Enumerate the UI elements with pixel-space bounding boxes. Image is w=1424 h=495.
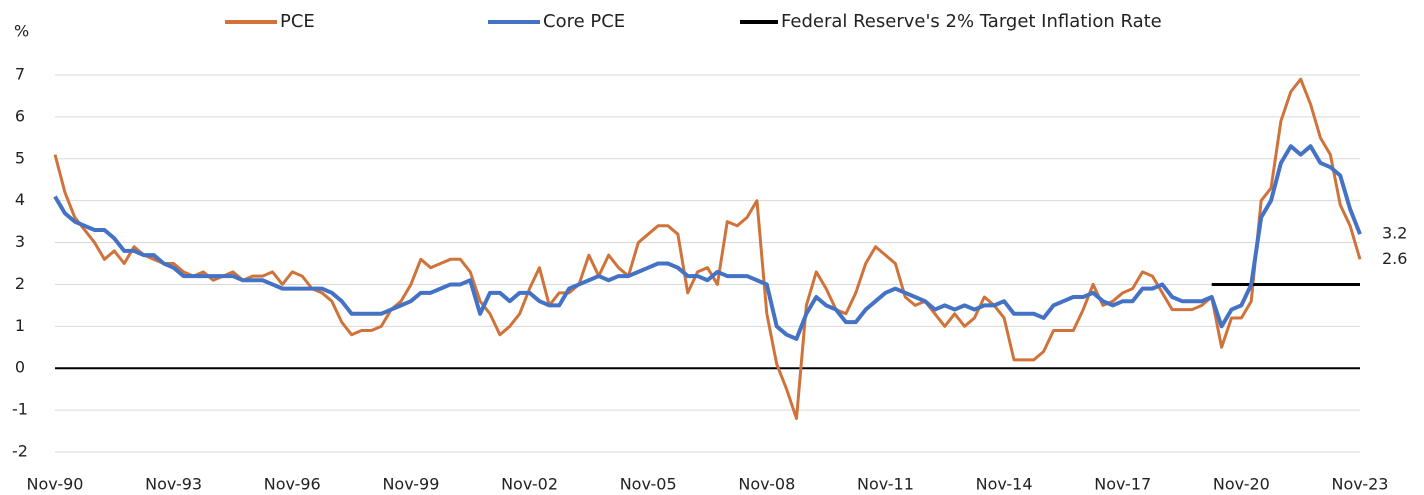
x-tick-label: Nov-14 — [976, 475, 1033, 494]
y-tick-label: 7 — [15, 65, 25, 84]
y-tick-label: -1 — [12, 400, 28, 419]
end-label: 2.6 — [1382, 249, 1407, 268]
series-line — [53, 77, 1362, 420]
x-tick-label: Nov-02 — [501, 475, 558, 494]
x-tick-label: Nov-05 — [620, 475, 677, 494]
x-tick-label: Nov-08 — [738, 475, 795, 494]
series-line — [53, 144, 1362, 341]
y-tick-label: 1 — [15, 316, 25, 335]
legend-label: PCE — [280, 11, 315, 32]
y-tick-label: 3 — [15, 232, 25, 251]
y-tick-label: 4 — [15, 190, 25, 209]
x-tick-label: Nov-93 — [145, 475, 202, 494]
x-tick-label: Nov-90 — [27, 475, 84, 494]
y-tick-label: 2 — [15, 274, 25, 293]
x-tick-label: Nov-20 — [1213, 475, 1270, 494]
x-tick-label: Nov-23 — [1332, 475, 1389, 494]
y-tick-label: 5 — [15, 148, 25, 167]
x-tick-label: Nov-99 — [382, 475, 439, 494]
y-tick-label: 6 — [15, 106, 25, 125]
legend-label: Federal Reserve's 2% Target Inflation Ra… — [781, 11, 1162, 32]
x-tick-label: Nov-17 — [1094, 475, 1151, 494]
y-axis-label: % — [14, 22, 29, 41]
end-label: 3.2 — [1382, 224, 1407, 243]
x-tick-label: Nov-11 — [857, 475, 914, 494]
x-tick-label: Nov-96 — [264, 475, 321, 494]
y-tick-label: -2 — [12, 442, 28, 461]
legend: PCE Core PCE Federal Reserve's 2% Target I… — [225, 11, 1162, 32]
legend-label: Core PCE — [543, 11, 625, 32]
y-tick-label: 0 — [15, 358, 25, 377]
